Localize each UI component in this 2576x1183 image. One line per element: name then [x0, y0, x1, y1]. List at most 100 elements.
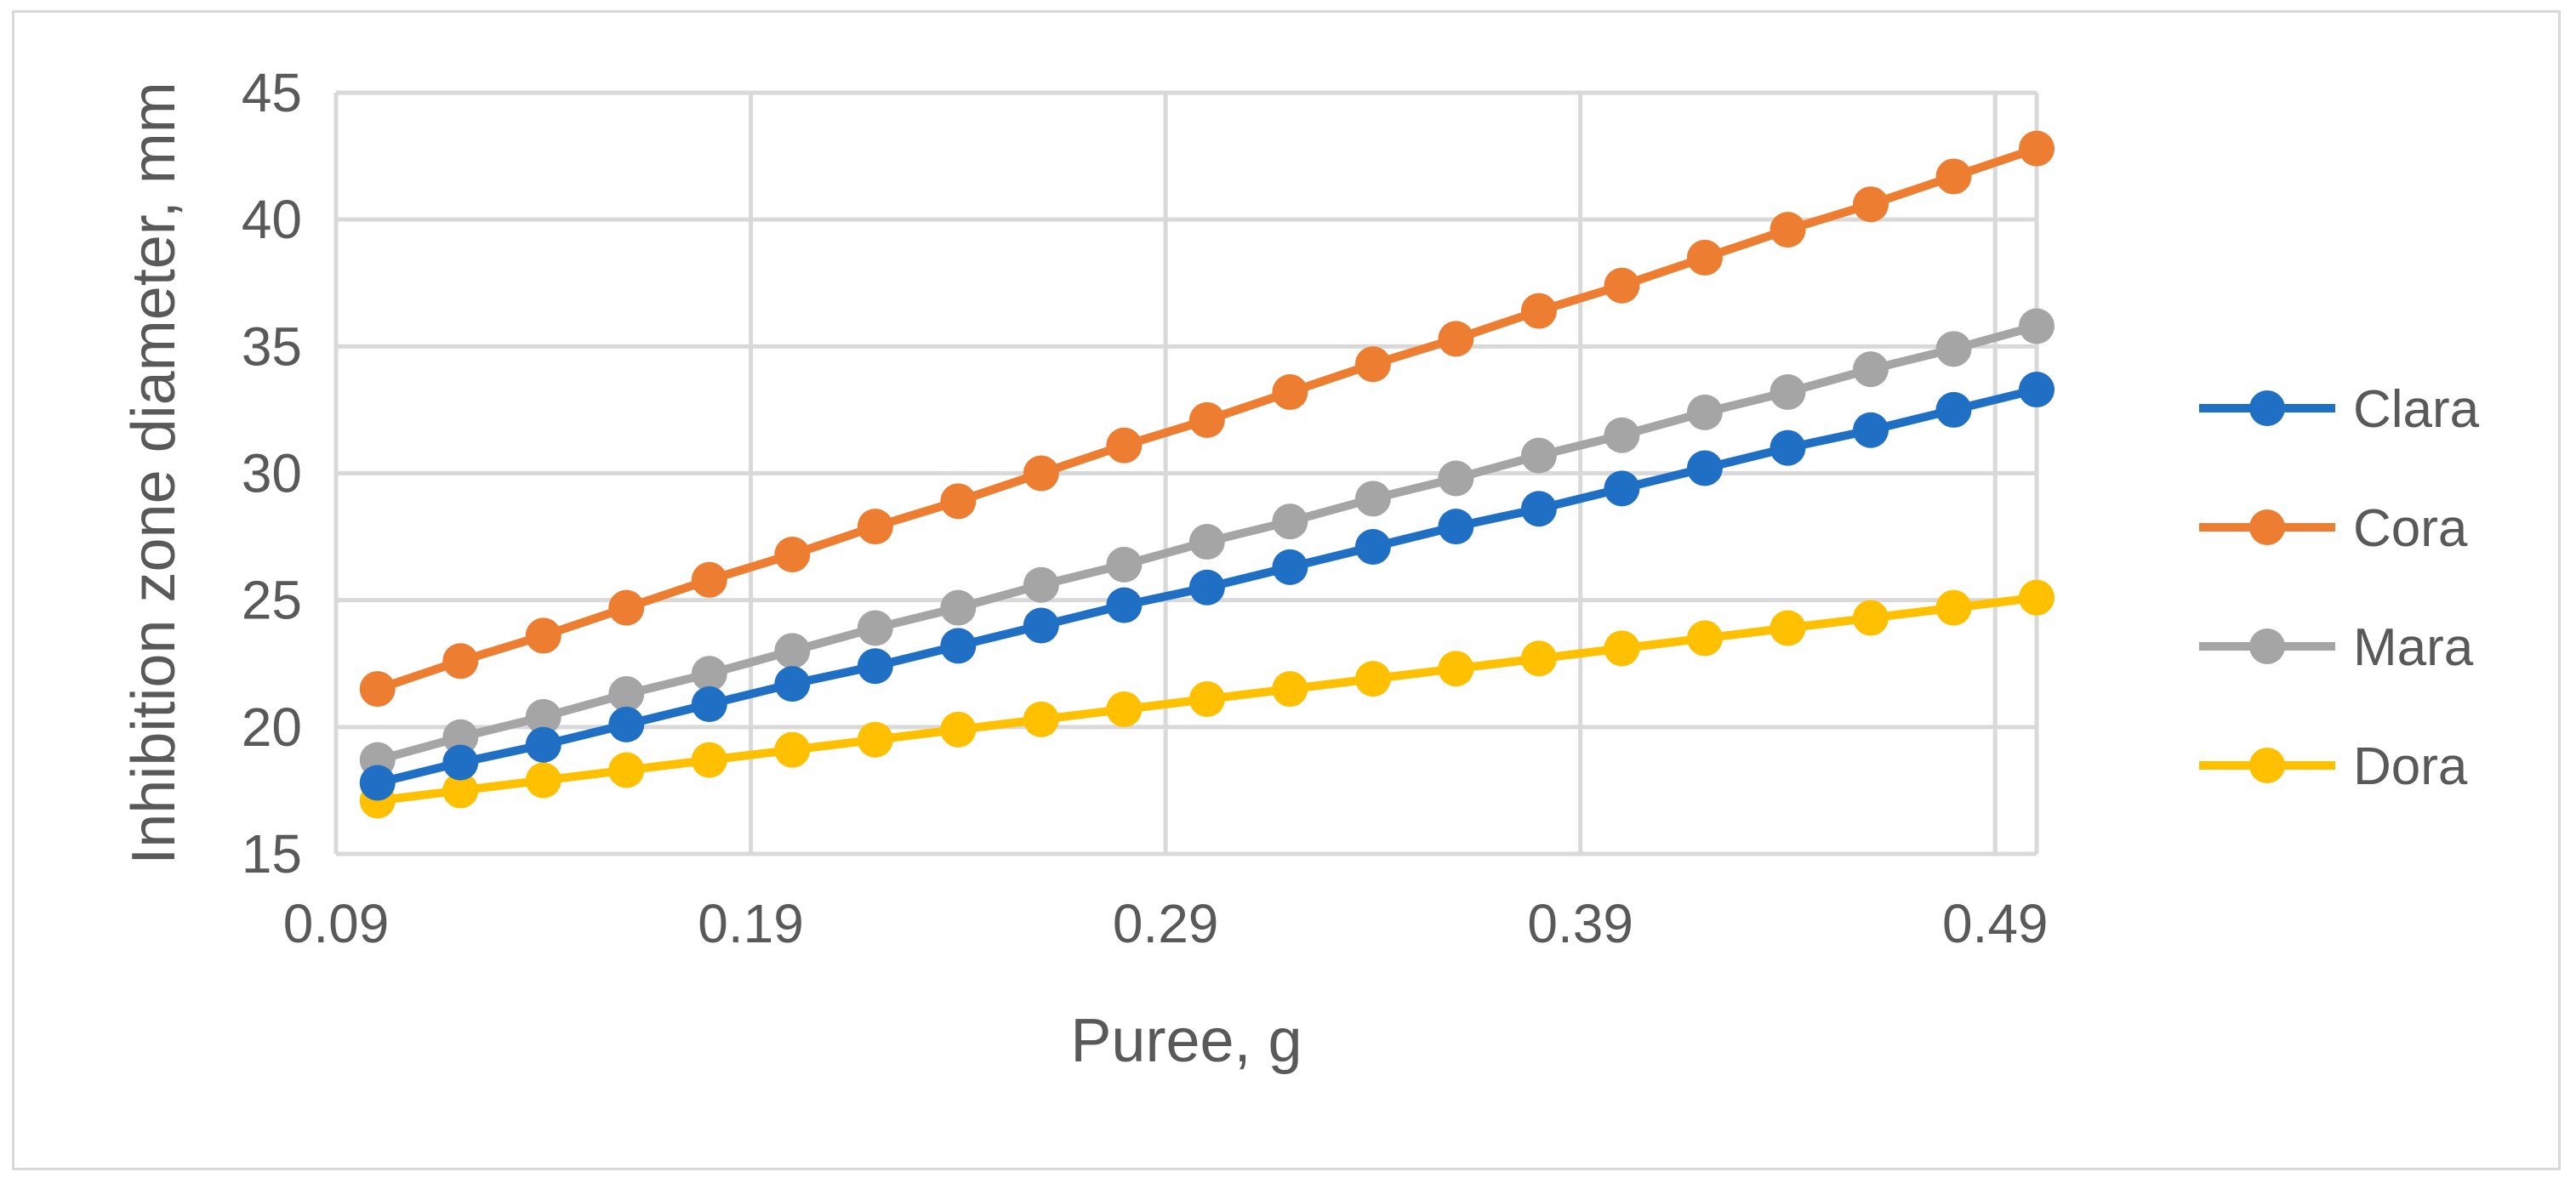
- data-point: [1106, 691, 1143, 727]
- data-point: [774, 633, 811, 669]
- x-axis-tick-labels: 0.09 0.19 0.29 0.39 0.49: [283, 893, 2049, 954]
- x-tick-label: 0.19: [698, 893, 804, 954]
- data-point: [1354, 661, 1391, 697]
- data-point: [1604, 470, 1640, 507]
- data-point: [1520, 491, 1557, 527]
- data-point: [691, 742, 727, 778]
- data-point: [857, 648, 893, 685]
- data-point: [691, 561, 727, 598]
- data-point: [940, 711, 977, 748]
- data-point: [691, 656, 727, 692]
- data-point: [1438, 321, 1474, 357]
- data-point: [359, 765, 396, 801]
- data-point: [1438, 460, 1474, 497]
- data-point: [1272, 503, 1308, 540]
- data-point: [1023, 455, 1059, 492]
- data-point: [1852, 186, 1889, 223]
- data-point: [1106, 546, 1143, 583]
- data-point: [1106, 427, 1143, 464]
- y-tick-label: 15: [242, 823, 302, 884]
- data-point: [940, 483, 977, 520]
- legend-label: Dora: [2353, 737, 2468, 796]
- data-point: [1520, 293, 1557, 329]
- data-point: [525, 762, 561, 799]
- series-dora: [359, 579, 2055, 819]
- legend-label: Cora: [2353, 499, 2468, 558]
- data-point: [2019, 579, 2055, 616]
- data-point: [1188, 569, 1225, 606]
- legend-item-dora: Dora: [2199, 737, 2468, 796]
- data-point: [1188, 681, 1225, 718]
- x-tick-label: 0.09: [283, 893, 390, 954]
- data-point: [1354, 529, 1391, 566]
- data-point: [691, 685, 727, 722]
- data-point: [1604, 630, 1640, 667]
- data-point: [1188, 524, 1225, 560]
- data-point: [1770, 610, 1806, 646]
- data-point: [608, 706, 645, 742]
- plot-series: [359, 130, 2055, 819]
- data-point: [774, 536, 811, 572]
- data-point: [857, 721, 893, 758]
- y-axis-title: Inhibition zone diameter, mm: [120, 82, 188, 864]
- data-point: [1438, 509, 1474, 545]
- y-tick-label: 30: [242, 443, 302, 504]
- data-point: [1354, 346, 1391, 383]
- series-cora: [359, 130, 2055, 708]
- data-point: [442, 744, 479, 781]
- x-axis-title: Puree, g: [1070, 1007, 1302, 1075]
- data-point: [1604, 417, 1640, 453]
- data-point: [1935, 158, 1972, 195]
- data-point: [608, 752, 645, 788]
- data-point: [1023, 701, 1059, 737]
- legend-marker: [2249, 390, 2285, 426]
- data-point: [1852, 600, 1889, 636]
- data-point: [442, 772, 479, 809]
- data-point: [442, 643, 479, 680]
- y-tick-label: 25: [242, 570, 302, 631]
- data-point: [1770, 429, 1806, 466]
- legend-marker: [2249, 748, 2285, 783]
- data-point: [857, 610, 893, 646]
- data-point: [1935, 331, 1972, 367]
- gridlines: [333, 90, 2039, 856]
- data-point: [2019, 372, 2055, 408]
- data-point: [442, 719, 479, 755]
- y-tick-label: 35: [242, 316, 302, 377]
- series-clara: [359, 372, 2055, 801]
- data-point: [1272, 549, 1308, 585]
- data-point: [2019, 308, 2055, 344]
- legend-item-clara: Clara: [2199, 380, 2480, 439]
- data-point: [857, 509, 893, 545]
- data-point: [1686, 394, 1723, 430]
- data-point: [1852, 351, 1889, 388]
- data-point: [1935, 391, 1972, 428]
- data-point: [940, 589, 977, 626]
- data-point: [1354, 481, 1391, 517]
- data-point: [774, 666, 811, 702]
- data-point: [1604, 267, 1640, 304]
- data-point: [1935, 589, 1972, 626]
- x-tick-label: 0.49: [1942, 893, 2049, 954]
- data-point: [525, 617, 561, 654]
- legend-item-cora: Cora: [2199, 499, 2468, 558]
- data-point: [2019, 130, 2055, 167]
- data-point: [1852, 412, 1889, 448]
- data-point: [774, 731, 811, 768]
- data-point: [1686, 450, 1723, 486]
- y-tick-label: 20: [242, 697, 302, 758]
- legend: Clara Cora Mara Dora: [2199, 380, 2480, 796]
- data-point: [1520, 437, 1557, 474]
- data-point: [1520, 640, 1557, 677]
- data-point: [525, 726, 561, 763]
- data-point: [940, 628, 977, 664]
- data-point: [1686, 620, 1723, 657]
- data-point: [1023, 607, 1059, 644]
- data-point: [608, 589, 645, 626]
- x-tick-label: 0.39: [1527, 893, 1633, 954]
- legend-label: Mara: [2353, 618, 2474, 677]
- data-point: [1770, 374, 1806, 411]
- data-point: [1438, 651, 1474, 687]
- data-point: [1188, 401, 1225, 438]
